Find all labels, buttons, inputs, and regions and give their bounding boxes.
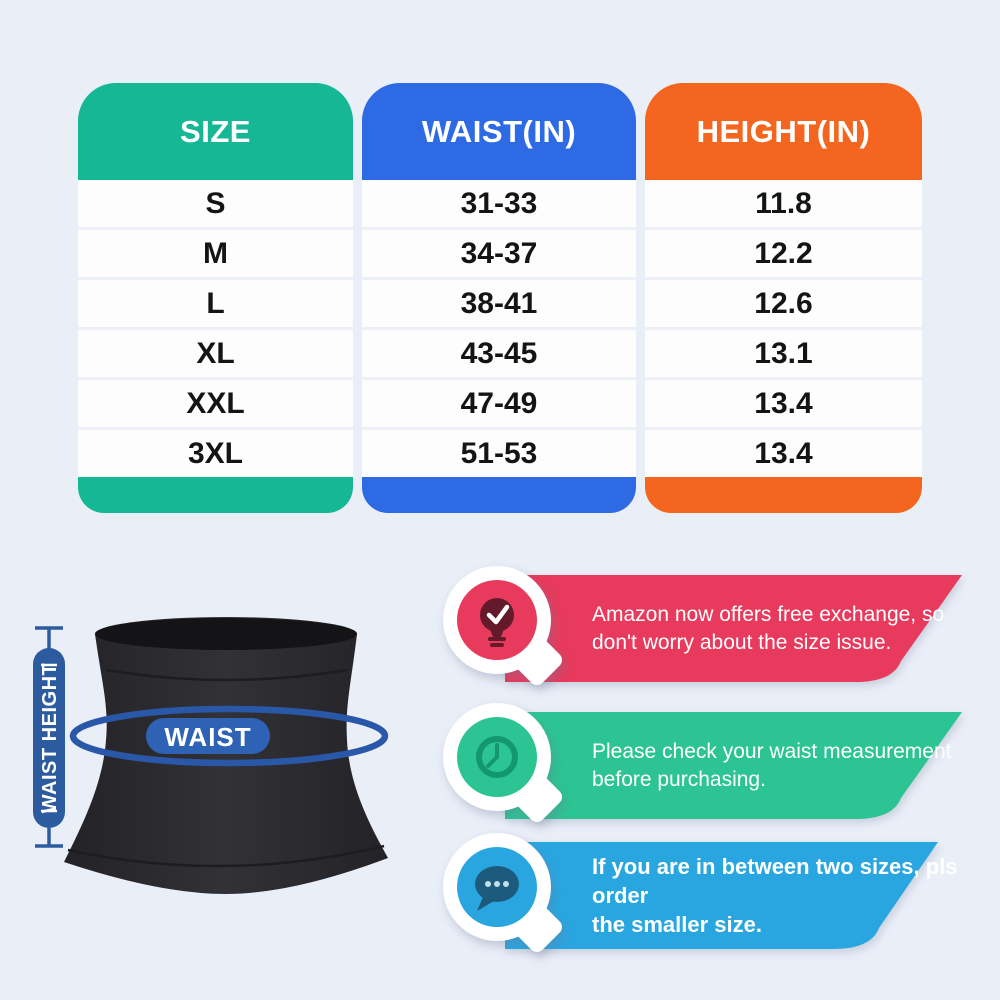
size-column: SIZE S M L XL XXL 3XL — [78, 83, 353, 513]
clock-icon — [476, 736, 518, 778]
height-column-body: 11.8 12.2 12.6 13.1 13.4 13.4 — [645, 180, 922, 477]
size-cell: L — [78, 280, 353, 330]
waist-height-pill: WAIST HEIGHT — [33, 648, 65, 828]
size-column-body: S M L XL XXL 3XL — [78, 180, 353, 477]
tip-badge — [443, 566, 562, 685]
tip-badge — [443, 833, 562, 952]
size-column-header: SIZE — [78, 83, 353, 180]
size-cell: XL — [78, 330, 353, 380]
height-cell: 13.4 — [645, 380, 922, 430]
waist-cell: 38-41 — [362, 280, 636, 330]
waist-column-body: 31-33 34-37 38-41 43-45 47-49 51-53 — [362, 180, 636, 477]
height-column-footer — [645, 477, 922, 513]
height-cell: 11.8 — [645, 180, 922, 230]
lightbulb-check-icon — [480, 598, 514, 647]
size-column-footer — [78, 477, 353, 513]
waist-trainer-illustration: WAIST WAIST HEIGHT — [33, 617, 389, 894]
waist-column-header: WAIST(IN) — [362, 83, 636, 180]
waist-height-indicator — [35, 626, 63, 848]
waist-column-footer — [362, 477, 636, 513]
chat-dots-icon — [475, 866, 519, 911]
waist-cell: 34-37 — [362, 230, 636, 280]
waist-cell: 51-53 — [460, 436, 538, 470]
waist-label-pill: WAIST — [146, 718, 270, 754]
tip-banner-shape — [505, 842, 938, 949]
height-column: HEIGHT(IN) 11.8 12.2 12.6 13.1 13.4 13.4 — [645, 83, 922, 513]
waist-cell: 47-49 — [362, 380, 636, 430]
waist-cell: 43-45 — [362, 330, 636, 380]
waist-measure-loop — [69, 705, 389, 767]
tip-badge — [443, 703, 562, 822]
waist-label: WAIST — [164, 722, 251, 752]
height-cell: 12.6 — [645, 280, 922, 330]
tip-text: Amazon now offers free exchange, so don'… — [592, 602, 945, 654]
size-cell: M — [78, 230, 353, 280]
size-cell: S — [78, 180, 353, 230]
tip-text: If you are in between two sizes, pls ord… — [592, 853, 958, 938]
height-cell: 12.2 — [645, 230, 922, 280]
size-cell: 3XL — [187, 436, 244, 470]
size-chart-table: SIZE S M L XL XXL 3XL WAIST(IN) 31-33 34… — [78, 83, 922, 513]
tip-free-exchange: Amazon now offers free exchange, so don'… — [440, 565, 970, 695]
tip-banner-shape — [505, 712, 962, 819]
waist-height-label: WAIST HEIGHT — [39, 663, 61, 813]
size-cell: XXL — [78, 380, 353, 430]
tip-between-sizes: If you are in between two sizes, pls ord… — [440, 832, 970, 962]
waist-column: WAIST(IN) 31-33 34-37 38-41 43-45 47-49 … — [362, 83, 636, 513]
waist-trainer-garment — [64, 617, 388, 894]
height-column-header: HEIGHT(IN) — [645, 83, 922, 180]
height-cell: 13.4 — [754, 436, 813, 470]
tip-text: Please check your waist measurement befo… — [592, 739, 952, 791]
tip-check-measurement: Please check your waist measurement befo… — [440, 702, 970, 832]
waist-cell: 31-33 — [362, 180, 636, 230]
tip-banner-shape — [505, 575, 962, 682]
height-cell: 13.1 — [645, 330, 922, 380]
